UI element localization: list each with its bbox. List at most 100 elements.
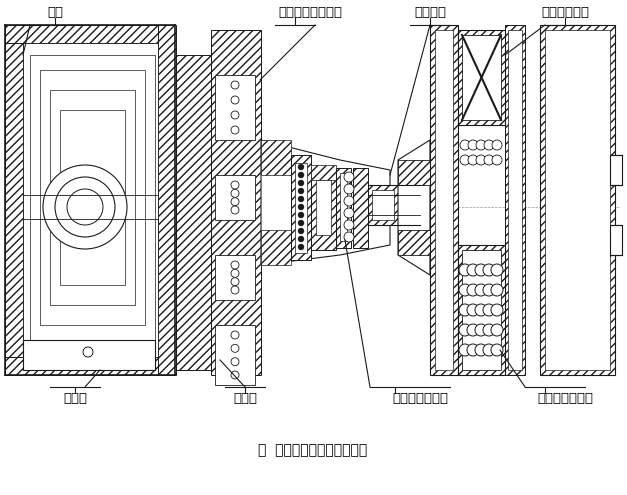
- Circle shape: [231, 278, 239, 286]
- Circle shape: [484, 155, 494, 165]
- Circle shape: [475, 304, 487, 316]
- Circle shape: [459, 324, 471, 336]
- Bar: [291, 155, 311, 260]
- Text: 静涡盘: 静涡盘: [63, 392, 87, 404]
- Bar: [60, 110, 125, 285]
- Circle shape: [231, 181, 239, 189]
- Text: 膨胀补偿轴承: 膨胀补偿轴承: [541, 6, 589, 19]
- Circle shape: [483, 264, 495, 276]
- Circle shape: [231, 189, 239, 198]
- Bar: [368, 185, 398, 225]
- Circle shape: [484, 140, 494, 150]
- Circle shape: [55, 177, 115, 237]
- Polygon shape: [398, 140, 430, 275]
- Circle shape: [344, 184, 354, 194]
- Circle shape: [459, 344, 471, 356]
- Circle shape: [475, 344, 487, 356]
- Circle shape: [231, 371, 239, 379]
- Circle shape: [344, 232, 354, 242]
- Circle shape: [491, 344, 503, 356]
- Circle shape: [298, 188, 304, 194]
- Circle shape: [231, 96, 239, 104]
- Bar: [372, 190, 394, 220]
- Bar: [508, 30, 522, 370]
- Text: 密封深沟球轴承: 密封深沟球轴承: [392, 392, 448, 404]
- Circle shape: [460, 140, 470, 150]
- Bar: [353, 168, 368, 248]
- Bar: [540, 25, 615, 375]
- Circle shape: [459, 304, 471, 316]
- Circle shape: [491, 284, 503, 296]
- Circle shape: [468, 155, 478, 165]
- Bar: [215, 175, 255, 220]
- Bar: [458, 30, 505, 125]
- Bar: [40, 70, 145, 325]
- Circle shape: [483, 304, 495, 316]
- Circle shape: [491, 304, 503, 316]
- Circle shape: [298, 212, 304, 218]
- Bar: [398, 230, 430, 255]
- Bar: [316, 180, 331, 235]
- Bar: [261, 230, 291, 265]
- Bar: [398, 160, 430, 185]
- Circle shape: [298, 244, 304, 250]
- Circle shape: [459, 264, 471, 276]
- Circle shape: [231, 261, 239, 269]
- Bar: [435, 30, 453, 370]
- Bar: [430, 25, 458, 375]
- Circle shape: [231, 126, 239, 134]
- Circle shape: [483, 344, 495, 356]
- Circle shape: [467, 284, 479, 296]
- Bar: [462, 35, 501, 120]
- Polygon shape: [261, 140, 390, 265]
- Circle shape: [492, 140, 502, 150]
- Text: 动涡盖: 动涡盖: [233, 392, 257, 404]
- Circle shape: [476, 140, 486, 150]
- Circle shape: [298, 196, 304, 202]
- Circle shape: [459, 284, 471, 296]
- Bar: [545, 30, 610, 370]
- Circle shape: [231, 286, 239, 294]
- Bar: [30, 55, 155, 340]
- Bar: [211, 30, 261, 375]
- Bar: [336, 168, 351, 248]
- Circle shape: [475, 264, 487, 276]
- Circle shape: [298, 220, 304, 226]
- Bar: [311, 165, 336, 180]
- Bar: [340, 173, 347, 241]
- Bar: [610, 225, 622, 255]
- Circle shape: [298, 228, 304, 234]
- Circle shape: [231, 198, 239, 205]
- Circle shape: [231, 206, 239, 214]
- Circle shape: [298, 172, 304, 178]
- Circle shape: [67, 189, 103, 225]
- Circle shape: [475, 284, 487, 296]
- Bar: [215, 255, 255, 300]
- Circle shape: [231, 81, 239, 89]
- Circle shape: [483, 284, 495, 296]
- Circle shape: [467, 264, 479, 276]
- Circle shape: [476, 155, 486, 165]
- Bar: [610, 155, 622, 185]
- Bar: [5, 25, 23, 375]
- Circle shape: [231, 358, 239, 366]
- Bar: [50, 90, 135, 305]
- Bar: [458, 245, 505, 375]
- Circle shape: [43, 165, 127, 249]
- Bar: [261, 140, 291, 175]
- Circle shape: [298, 204, 304, 210]
- Circle shape: [467, 344, 479, 356]
- Circle shape: [231, 331, 239, 339]
- Circle shape: [467, 304, 479, 316]
- Circle shape: [298, 236, 304, 242]
- Circle shape: [475, 324, 487, 336]
- Circle shape: [491, 324, 503, 336]
- Circle shape: [344, 172, 354, 182]
- Circle shape: [298, 180, 304, 186]
- Bar: [5, 357, 175, 375]
- Bar: [505, 25, 525, 375]
- Text: 防自转推力球轴承: 防自转推力球轴承: [278, 6, 342, 19]
- Bar: [311, 175, 336, 250]
- Bar: [176, 55, 211, 370]
- Bar: [215, 75, 255, 140]
